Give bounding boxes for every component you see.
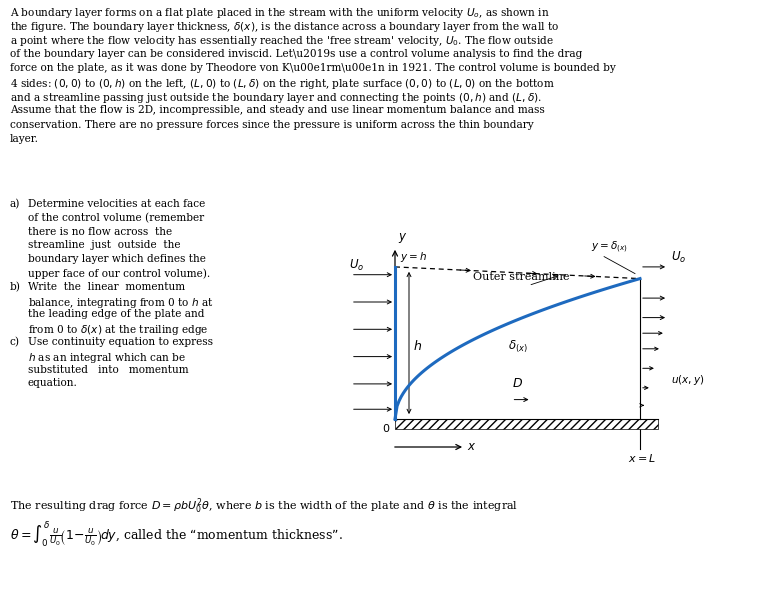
Text: Use continuity equation to express: Use continuity equation to express [28,337,213,347]
Text: balance, integrating from 0 to $h$ at: balance, integrating from 0 to $h$ at [28,296,214,309]
Text: $U_o$: $U_o$ [349,258,364,273]
Text: there is no flow across  the: there is no flow across the [28,226,172,236]
Text: $\theta = \int_0^{\delta} \frac{u}{U_0}\!\left(1\!-\!\frac{u}{U_0}\right)\!dy$, : $\theta = \int_0^{\delta} \frac{u}{U_0}\… [10,519,343,549]
Text: boundary layer which defines the: boundary layer which defines the [28,254,206,264]
Text: $x$: $x$ [467,440,476,453]
Text: of the control volume (remember: of the control volume (remember [28,213,204,223]
Text: Assume that the flow is 2D, incompressible, and steady and use linear momentum b: Assume that the flow is 2D, incompressib… [10,105,545,115]
Text: equation.: equation. [28,378,78,388]
Text: $u(x,y)$: $u(x,y)$ [671,373,704,387]
Text: layer.: layer. [10,134,39,144]
Text: Write  the  linear  momentum: Write the linear momentum [28,282,185,292]
Text: conservation. There are no pressure forces since the pressure is uniform across : conservation. There are no pressure forc… [10,119,533,129]
Text: $h$: $h$ [413,339,422,353]
Text: $y = \delta_{(x)}$: $y = \delta_{(x)}$ [591,239,628,255]
Text: the leading edge of the plate and: the leading edge of the plate and [28,309,204,320]
Text: substituted   into   momentum: substituted into momentum [28,365,188,375]
Bar [395,419,658,429]
Text: $\delta_{(x)}$: $\delta_{(x)}$ [507,339,527,355]
Text: of the boundary layer can be considered inviscid. Let\u2019s use a control volum: of the boundary layer can be considered … [10,49,582,59]
Text: the figure. The boundary layer thickness, $\delta(x)$, is the distance across a : the figure. The boundary layer thickness… [10,20,559,34]
Text: b): b) [10,282,21,292]
Text: $y$: $y$ [398,231,407,245]
Text: upper face of our control volume).: upper face of our control volume). [28,268,211,279]
Text: A boundary layer forms on a flat plate placed in the stream with the uniform vel: A boundary layer forms on a flat plate p… [10,6,549,20]
Text: Determine velocities at each face: Determine velocities at each face [28,199,205,209]
Text: $y = h$: $y = h$ [400,250,427,264]
Text: 4 sides: $(0,0)$ to $(0,h)$ on the left, $(L, 0)$ to $(L, \delta)$ on the right,: 4 sides: $(0,0)$ to $(0,h)$ on the left,… [10,77,555,91]
Text: a point where the flow velocity has essentially reached the 'free stream' veloci: a point where the flow velocity has esse… [10,34,554,48]
Text: and a streamline passing just outside the boundary layer and connecting the poin: and a streamline passing just outside th… [10,91,542,105]
Text: $D$: $D$ [512,377,523,390]
Text: $x = L$: $x = L$ [628,452,656,464]
Text: $U_o$: $U_o$ [671,250,686,265]
Text: $0$: $0$ [382,422,390,434]
Text: c): c) [10,337,20,347]
Text: Outer streamline: Outer streamline [473,273,570,283]
Text: a): a) [10,199,21,209]
Text: streamline  just  outside  the: streamline just outside the [28,241,181,251]
Text: $h$ as an integral which can be: $h$ as an integral which can be [28,351,186,365]
Text: The resulting drag force $D = \rho b U_0^2 \theta$, where $b$ is the width of th: The resulting drag force $D = \rho b U_0… [10,496,518,516]
Text: force on the plate, as it was done by Theodore von K\u00e1rm\u00e1n in 1921. The: force on the plate, as it was done by Th… [10,63,616,73]
Text: from 0 to $\delta(x)$ at the trailing edge: from 0 to $\delta(x)$ at the trailing ed… [28,323,208,337]
